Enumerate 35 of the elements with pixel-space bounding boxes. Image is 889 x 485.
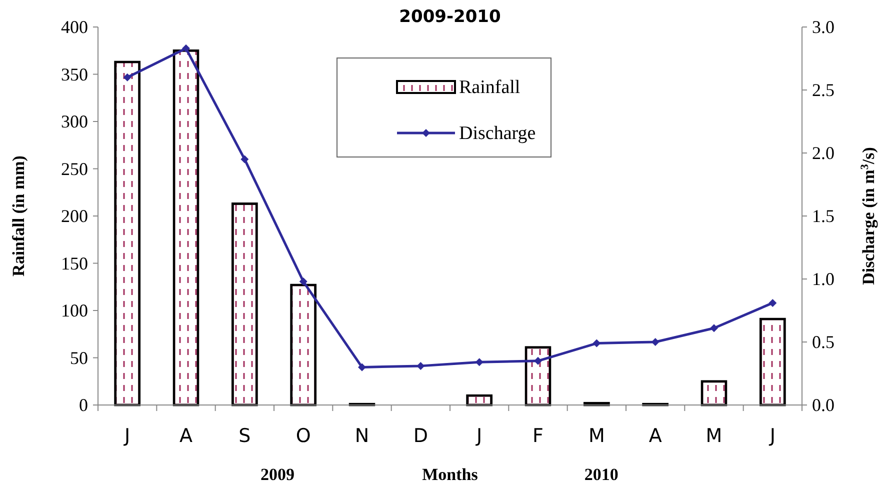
y2-tick-label: 1.0 — [812, 269, 834, 289]
y-tick-label: 400 — [61, 17, 88, 37]
y2-tick-label: 2.0 — [812, 143, 834, 163]
x-tick-label: N — [354, 425, 370, 447]
y2-tick-label: 3.0 — [812, 17, 834, 37]
y-tick-label: 350 — [61, 64, 88, 84]
chart-title: 2009-2010 — [399, 7, 502, 27]
y2-tick-label: 2.5 — [812, 80, 834, 100]
text: 2009 — [260, 465, 295, 484]
x-tick-label: F — [532, 425, 544, 447]
y2-tick-label: 0.5 — [812, 332, 834, 352]
x-tick-label: J — [476, 425, 482, 447]
y-tick-label: 100 — [61, 300, 88, 320]
x-tick-label: D — [413, 425, 428, 447]
y-tick-label: 150 — [61, 253, 88, 274]
y-tick-label: 50 — [70, 348, 88, 368]
x-tick-label: M — [706, 425, 722, 447]
y-tick-label: 0 — [79, 395, 88, 415]
y2-tick-label: 1.5 — [812, 206, 834, 226]
x-tick-label: S — [238, 425, 251, 447]
x-tick-label: J — [124, 425, 130, 447]
y-tick-label: 250 — [61, 158, 88, 179]
text: 2010 — [584, 465, 618, 484]
y-tick-label: 300 — [61, 112, 88, 132]
y2-tick-label: 0.0 — [812, 395, 834, 415]
y-axis-title: Rainfall (in mm) — [9, 156, 28, 276]
legend-label: Discharge — [459, 123, 536, 144]
x-tick-label: O — [296, 425, 311, 447]
legend-label: Rainfall — [459, 77, 520, 98]
x-tick-label: A — [648, 425, 662, 447]
x-axis-title: Months — [422, 465, 478, 484]
x-tick-label: A — [180, 425, 192, 447]
x-tick-label: M — [588, 425, 605, 447]
y-tick-label: 200 — [61, 206, 88, 226]
x-tick-label: J — [768, 425, 776, 447]
